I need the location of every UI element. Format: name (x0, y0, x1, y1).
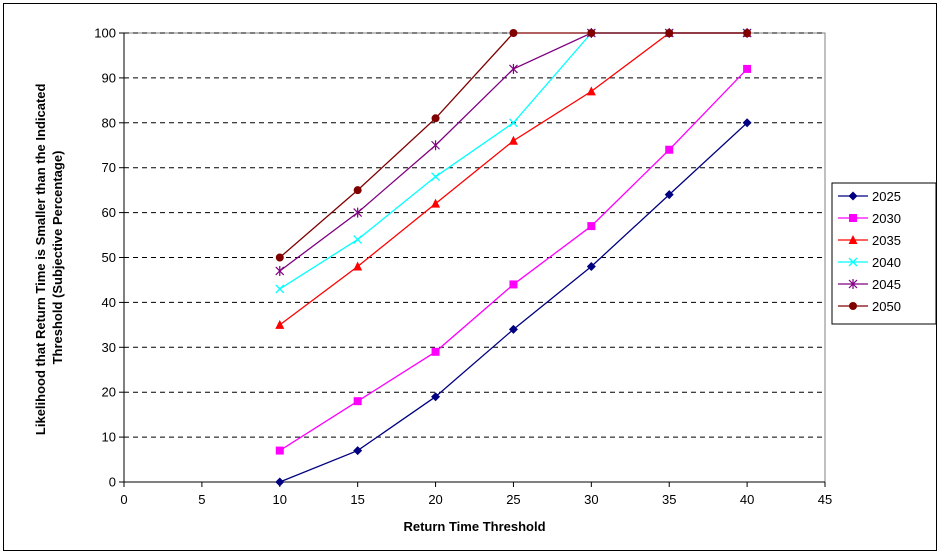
x-tick-label: 10 (273, 492, 287, 507)
data-point-2030 (275, 446, 284, 455)
marker-stroke (275, 284, 285, 294)
data-point-2025 (664, 190, 674, 200)
x-tick-label: 35 (662, 492, 676, 507)
tick-labels: 0 10 20 30 40 50 60 70 80 90 100 0 5 10 15 20 25 30 35 40 45 (94, 26, 832, 508)
legend-item-2035: 2035 (838, 233, 901, 248)
legend-item-2040: 2040 (838, 255, 901, 270)
legend-marker (848, 235, 858, 244)
y-tick-label: 90 (102, 70, 116, 85)
legend-marker (849, 302, 857, 310)
x-tick-label: 20 (428, 492, 442, 507)
legend-label: 2040 (872, 255, 901, 270)
data-point-2025 (431, 392, 441, 402)
data-point-2035 (275, 319, 285, 329)
data-point-2025 (275, 477, 285, 487)
data-point-2025 (586, 261, 596, 271)
data-point-2025 (353, 446, 363, 456)
y-tick-label: 100 (94, 26, 116, 41)
y-tick-label: 50 (102, 250, 116, 265)
data-point-2030 (509, 280, 518, 289)
y-tick-label: 80 (102, 115, 116, 130)
x-tick-label: 15 (350, 492, 364, 507)
x-tick-label: 25 (506, 492, 520, 507)
data-point-2050 (587, 29, 596, 37)
y-tick-label: 30 (102, 340, 116, 355)
legend-label: 2045 (872, 277, 901, 292)
marker-stroke (353, 235, 363, 244)
y-tick-label: 60 (102, 205, 116, 220)
legend-item-2025: 2025 (838, 189, 901, 204)
legend-marker (849, 214, 857, 222)
legend-item-2030: 2030 (838, 211, 901, 226)
legend-label: 2050 (872, 299, 901, 314)
y-tick-label: 70 (102, 160, 116, 175)
y-tick-label: 20 (102, 385, 116, 400)
data-point-2050 (509, 29, 518, 37)
series-2050 (275, 29, 752, 262)
data-point-2030 (665, 145, 674, 154)
y-axis-title-line2: Threshold (Subjective Percentage) (50, 151, 65, 365)
data-point-2035 (508, 135, 518, 145)
data-point-2030 (353, 397, 362, 406)
legend-item-2045: 2045 (838, 277, 901, 292)
data-point-2035 (353, 261, 363, 271)
x-tick-label: 30 (584, 492, 598, 507)
data-point-2025 (508, 324, 518, 334)
x-tick-label: 45 (818, 492, 832, 507)
data-point-2045 (509, 63, 518, 74)
data-point-2045 (353, 207, 363, 218)
series-layer (275, 28, 752, 487)
data-point-2030 (431, 347, 440, 356)
data-point-2050 (275, 253, 284, 262)
data-point-2040 (431, 172, 441, 182)
data-point-2050 (353, 186, 362, 195)
marker-stroke (431, 172, 441, 182)
legend-marker (848, 257, 858, 267)
legend-label: 2035 (872, 233, 901, 248)
x-tick-label: 40 (740, 492, 754, 507)
series-2025 (275, 118, 752, 487)
x-axis-title: Return Time Threshold (403, 519, 545, 534)
data-point-2040 (353, 235, 363, 244)
data-point-2040 (275, 284, 285, 294)
data-point-2045 (275, 265, 285, 276)
x-tick-label: 5 (198, 492, 205, 507)
legend-marker (848, 279, 858, 289)
data-point-2050 (743, 29, 752, 37)
legend-item-2050: 2050 (838, 299, 901, 314)
legend-marker (848, 191, 858, 201)
series-2030 (275, 64, 752, 455)
legend: 2025 2030 2035 2040 2045 2050 (831, 182, 937, 325)
legend-label: 2025 (872, 189, 901, 204)
y-axis-title-line1: Likelihood that Return Time is Smaller t… (33, 83, 48, 435)
marker-stroke (508, 118, 518, 128)
data-point-2030 (743, 64, 752, 73)
data-point-2025 (742, 118, 752, 128)
y-axis-title: Likelihood that Return Time is Smaller t… (33, 80, 65, 435)
y-tick-label: 40 (102, 295, 116, 310)
data-point-2050 (665, 29, 674, 37)
data-point-2045 (431, 140, 440, 151)
legend-label: 2030 (872, 211, 901, 226)
axes (119, 32, 826, 487)
data-point-2050 (431, 114, 440, 123)
data-point-2035 (586, 86, 596, 96)
marker-stroke (848, 257, 858, 267)
data-point-2040 (508, 118, 518, 128)
legend-box (831, 182, 937, 325)
data-point-2030 (587, 222, 596, 231)
y-tick-label: 0 (109, 475, 116, 490)
x-tick-label: 0 (120, 492, 127, 507)
y-tick-label: 10 (102, 430, 116, 445)
data-point-2035 (431, 198, 441, 208)
